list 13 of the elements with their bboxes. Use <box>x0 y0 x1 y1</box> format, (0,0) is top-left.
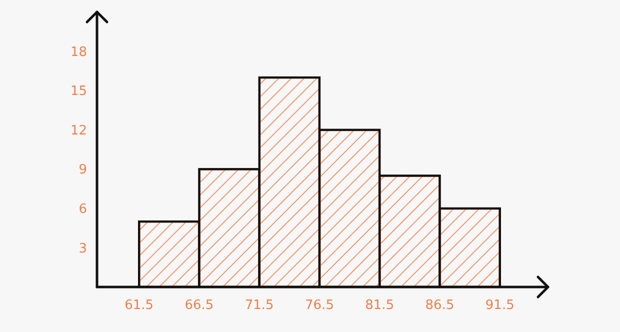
y-tick-label: 12 <box>70 123 87 138</box>
y-tick-label: 9 <box>78 162 87 178</box>
x-tick-label: 66.5 <box>184 298 214 313</box>
x-tick-label: 71.5 <box>244 298 274 313</box>
x-tick-label: 61.5 <box>124 298 154 313</box>
y-tick-label: 3 <box>78 241 87 256</box>
x-tick-label: 76.5 <box>305 298 334 313</box>
y-tick-label: 15 <box>70 84 87 100</box>
x-tick-label: 86.5 <box>425 298 454 313</box>
y-tick-label: 6 <box>78 202 87 217</box>
x-tick-label: 91.5 <box>485 298 514 313</box>
x-tick-label: 81.5 <box>365 298 394 313</box>
y-tick-label: 18 <box>70 44 87 60</box>
